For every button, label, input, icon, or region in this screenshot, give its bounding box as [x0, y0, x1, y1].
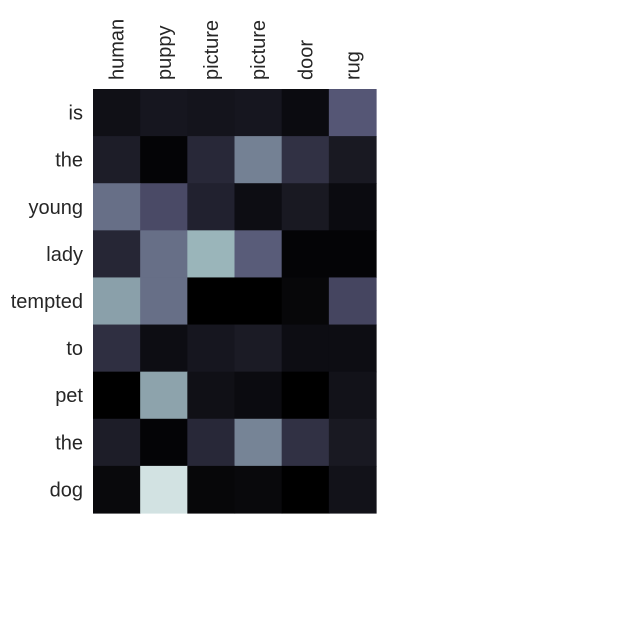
- heatmap-cell: [93, 465, 141, 514]
- heatmap-cell: [187, 277, 236, 326]
- heatmap-cell: [187, 324, 236, 373]
- heatmap-cell: [140, 324, 188, 373]
- heatmap-cell: [93, 324, 141, 373]
- heatmap-cell: [234, 418, 283, 467]
- x-tick-label: picture: [201, 20, 223, 80]
- heatmap-cell: [93, 418, 141, 467]
- heatmap-cell: [187, 230, 236, 279]
- heatmap-cell: [234, 324, 283, 373]
- heatmap-cell: [140, 277, 188, 326]
- y-tick-label: young: [29, 197, 84, 219]
- heatmap-cell: [187, 465, 236, 514]
- heatmap-cell: [187, 89, 236, 137]
- heatmap-cell: [328, 324, 377, 373]
- y-tick-label: dog: [50, 479, 83, 501]
- x-tick-label: rug: [342, 51, 364, 80]
- heatmap-cell: [140, 136, 188, 184]
- x-tick-label: puppy: [154, 26, 176, 81]
- heatmap-cell: [281, 230, 330, 279]
- heatmap-cell: [328, 277, 377, 326]
- y-tick-label: to: [66, 338, 83, 360]
- heatmap-cell: [234, 89, 283, 137]
- heatmap-cell: [140, 371, 188, 420]
- heatmap-cell: [234, 230, 283, 279]
- heatmap-cell: [234, 371, 283, 420]
- heatmap-cell: [140, 230, 188, 279]
- heatmap-cell: [234, 136, 283, 184]
- heatmap-cell: [93, 230, 141, 279]
- heatmap-cell: [93, 136, 141, 184]
- heatmap-cell: [281, 136, 330, 184]
- y-tick-label: is: [69, 103, 83, 125]
- heatmap-cell: [328, 465, 377, 514]
- heatmap-cells: [93, 89, 377, 514]
- heatmap-cell: [328, 230, 377, 279]
- heatmap-cell: [281, 418, 330, 467]
- x-tick-label: picture: [248, 20, 270, 80]
- heatmap-cell: [234, 465, 283, 514]
- heatmap-cell: [281, 277, 330, 326]
- heatmap-cell: [140, 418, 188, 467]
- y-tick-label: lady: [46, 244, 83, 266]
- y-tick-label: pet: [55, 385, 83, 407]
- x-tick-label: human: [107, 19, 129, 80]
- heatmap-cell: [93, 371, 141, 420]
- heatmap-cell: [93, 277, 141, 326]
- y-axis-labels: is the young lady tempted to pet the dog: [11, 103, 84, 502]
- heatmap-cell: [234, 183, 283, 231]
- heatmap-cell: [93, 183, 141, 231]
- heatmap-cell: [187, 183, 236, 231]
- heatmap-cell: [140, 89, 188, 137]
- heatmap-cell: [187, 371, 236, 420]
- heatmap-cell: [328, 183, 377, 231]
- heatmap-cell: [187, 136, 236, 184]
- heatmap-cell: [281, 371, 330, 420]
- y-tick-label: tempted: [11, 291, 83, 313]
- y-tick-label: the: [55, 150, 83, 172]
- heatmap-cell: [281, 183, 330, 231]
- heatmap-cell: [140, 465, 188, 514]
- heatmap-cell: [234, 277, 283, 326]
- heatmap-cell: [281, 324, 330, 373]
- heatmap-cell: [140, 183, 188, 231]
- heatmap-cell: [281, 465, 330, 514]
- heatmap-cell: [281, 89, 330, 137]
- heatmap-cell: [187, 418, 236, 467]
- heatmap-cell: [328, 371, 377, 420]
- x-tick-label: door: [295, 40, 317, 80]
- heatmap-cell: [328, 136, 377, 184]
- y-tick-label: the: [55, 432, 83, 454]
- heatmap-cell: [328, 418, 377, 467]
- x-axis-labels: human puppy picture picture door rug: [107, 19, 365, 80]
- heatmap-cell: [93, 89, 141, 137]
- heatmap-cell: [328, 89, 377, 137]
